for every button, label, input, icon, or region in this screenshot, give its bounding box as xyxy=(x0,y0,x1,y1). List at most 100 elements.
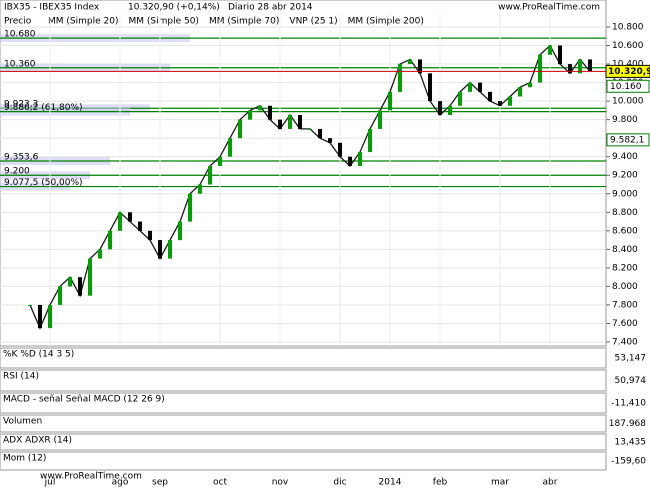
candle xyxy=(438,101,442,116)
watermark: www.ProRealTime.com xyxy=(40,472,142,482)
y-tick-label: 8.200 xyxy=(612,263,638,273)
panel-value-tag xyxy=(607,375,649,386)
x-tick-label: sep xyxy=(152,478,168,488)
x-tick-label: oct xyxy=(213,478,227,488)
indicator-panel xyxy=(0,392,607,414)
y-tick-label: 8.800 xyxy=(612,208,638,218)
candle xyxy=(88,258,92,296)
y-tick-label: 8.400 xyxy=(612,245,638,255)
candle xyxy=(358,152,362,166)
candle xyxy=(248,110,252,120)
candle xyxy=(238,119,242,139)
candle xyxy=(388,91,392,111)
candle xyxy=(418,59,422,74)
panel-value-tag xyxy=(607,353,649,363)
y-tick-label: 7.800 xyxy=(612,300,638,310)
panel-value-label: 50,974 xyxy=(615,376,647,386)
candle xyxy=(258,105,262,111)
panel-value-label: 53,147 xyxy=(615,354,647,364)
candle xyxy=(188,193,192,222)
x-tick-label: ago xyxy=(112,478,129,488)
candle xyxy=(108,230,112,250)
candle xyxy=(378,110,382,129)
level-label: 9.077,5 (50,00%) xyxy=(4,178,83,188)
indicator-panel xyxy=(0,369,607,392)
level-tag xyxy=(606,133,650,147)
chart-title: IBX35 - IBEX35 Index xyxy=(4,3,100,13)
subtitle: 10.320,90 (+0,14%) xyxy=(128,3,220,13)
candle xyxy=(268,105,272,120)
x-tick-label: jul xyxy=(44,478,56,488)
price-label: Precio xyxy=(4,17,32,27)
panel-value-tag xyxy=(607,456,649,466)
candle xyxy=(518,87,522,97)
candle xyxy=(498,101,502,106)
candle xyxy=(578,59,582,74)
source: www.ProRealTime.com xyxy=(498,3,600,13)
indicator-panel xyxy=(0,433,607,451)
panel-value-label: -11,410 xyxy=(611,399,646,409)
candle xyxy=(138,221,142,231)
candle xyxy=(198,184,202,194)
candle xyxy=(278,119,282,129)
indicator-panel xyxy=(0,451,607,471)
panel-value-tag xyxy=(607,437,649,447)
candle xyxy=(68,277,72,287)
price-panel xyxy=(0,0,607,347)
level-label: 9.353,6 xyxy=(4,153,39,163)
candle xyxy=(568,64,572,74)
panel-value-label: 13,435 xyxy=(615,438,647,448)
candle xyxy=(228,138,232,157)
candle xyxy=(558,45,562,65)
candle xyxy=(128,212,132,222)
legend-entry: MM (Simple 200) xyxy=(348,17,424,27)
candle xyxy=(408,59,412,65)
x-tick-label: 2014 xyxy=(379,478,402,488)
panel-name: Mom (12) xyxy=(3,454,46,464)
y-tick-label: 9.200 xyxy=(612,171,638,181)
y-tick-label: 7.400 xyxy=(612,338,638,348)
x-tick-label: mar xyxy=(491,478,509,488)
panel-value-tag xyxy=(607,398,649,408)
candle xyxy=(58,286,62,305)
candle xyxy=(158,240,162,259)
candle xyxy=(168,240,172,259)
candle xyxy=(98,249,102,259)
candle xyxy=(208,165,212,185)
candle xyxy=(48,304,52,329)
indicator-panel xyxy=(0,347,607,369)
level-label: 9.886,2 (61,80%) xyxy=(4,103,83,113)
legend-entry: MM (Simple 70) xyxy=(209,17,279,27)
x-tick-label: nov xyxy=(272,478,289,488)
y-tick-label: 9.800 xyxy=(612,115,638,125)
candle xyxy=(28,304,32,306)
candle xyxy=(528,82,532,88)
period: Diario 28 abr 2014 xyxy=(228,3,313,13)
candle xyxy=(478,82,482,92)
candle xyxy=(288,115,292,129)
candle xyxy=(338,142,342,157)
candle xyxy=(118,212,122,231)
y-tick-label: 9.000 xyxy=(612,189,638,199)
candle xyxy=(488,91,492,102)
indicator-panel xyxy=(0,414,607,433)
candle xyxy=(538,54,542,83)
candle xyxy=(368,128,372,153)
level-label: 9.200 xyxy=(4,167,30,177)
candle xyxy=(218,156,222,166)
candle xyxy=(548,45,552,55)
x-tick-label: feb xyxy=(433,478,448,488)
y-tick-label: 10.400 xyxy=(612,60,644,70)
last-price-tag xyxy=(605,64,650,78)
level-tag xyxy=(606,79,650,93)
y-tick-label: 10.800 xyxy=(612,23,644,33)
y-tick-label: 9.400 xyxy=(612,152,638,162)
panel-name: RSI (14) xyxy=(3,372,39,382)
candle xyxy=(308,128,312,130)
legend-entry: VNP (25 1) xyxy=(289,17,337,27)
candle xyxy=(348,156,352,166)
candle xyxy=(588,59,592,72)
panel-name: Volumen xyxy=(3,417,42,427)
x-tick-label: abr xyxy=(543,478,558,488)
